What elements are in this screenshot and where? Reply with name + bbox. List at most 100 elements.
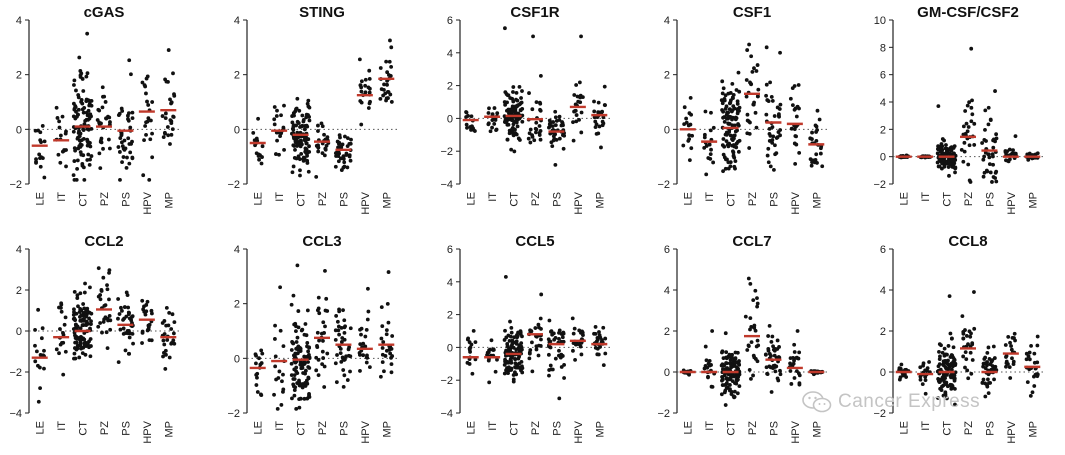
data-point: [720, 79, 725, 84]
data-point: [724, 386, 729, 391]
data-point: [711, 125, 716, 130]
data-point: [294, 329, 298, 334]
data-point: [126, 111, 131, 115]
data-point: [324, 143, 329, 148]
data-point: [576, 342, 581, 347]
data-point: [1010, 356, 1014, 361]
data-point: [492, 122, 497, 126]
data-point: [811, 158, 816, 163]
data-point: [745, 348, 750, 352]
data-point: [736, 367, 740, 371]
data-point: [921, 361, 926, 366]
data-point: [962, 149, 967, 154]
data-point: [384, 332, 389, 337]
data-point: [964, 357, 969, 362]
data-point: [363, 334, 368, 339]
data-point: [103, 100, 108, 104]
data-point: [334, 314, 339, 318]
data-point: [513, 107, 517, 112]
data-point: [130, 139, 134, 144]
data-point: [260, 351, 265, 356]
chart-title: CCL3: [302, 233, 341, 250]
data-point: [380, 324, 385, 329]
x-tick-label: PZ: [963, 421, 975, 435]
data-point: [291, 124, 296, 129]
data-point: [75, 166, 80, 171]
y-tick-label: 0: [234, 353, 240, 365]
data-point: [172, 341, 177, 346]
data-point: [791, 355, 795, 360]
data-point: [898, 366, 903, 371]
data-point: [792, 350, 797, 354]
data-point: [991, 344, 996, 349]
data-point: [145, 119, 150, 124]
data-point: [681, 143, 686, 148]
x-tick-label: LE: [683, 192, 695, 205]
data-point: [98, 138, 103, 143]
data-point: [120, 308, 124, 313]
data-point: [765, 372, 770, 377]
data-point: [314, 355, 319, 360]
data-point: [121, 331, 126, 336]
data-point: [320, 349, 325, 354]
data-point: [961, 331, 966, 336]
watermark: Cancer Express: [802, 390, 980, 414]
data-point: [128, 125, 133, 130]
data-point: [1024, 357, 1029, 362]
data-point: [74, 109, 78, 114]
data-point: [530, 134, 535, 139]
data-point: [385, 70, 390, 75]
data-point: [494, 127, 499, 132]
data-point: [519, 341, 524, 346]
data-point: [126, 305, 131, 310]
data-point: [319, 121, 324, 126]
data-point: [767, 352, 772, 356]
data-point: [963, 365, 967, 370]
data-point: [993, 176, 998, 180]
data-point: [126, 136, 131, 141]
data-point: [736, 377, 740, 382]
data-point: [516, 330, 520, 335]
data-point: [99, 121, 103, 126]
y-tick-label: 4: [664, 15, 670, 27]
x-tick-label: PS: [120, 421, 132, 436]
data-point: [530, 369, 535, 374]
data-point: [278, 328, 283, 333]
data-point: [732, 364, 737, 368]
data-point: [511, 133, 516, 138]
data-point: [317, 338, 321, 343]
data-point: [79, 138, 84, 143]
data-point: [1035, 343, 1040, 348]
data-point: [737, 384, 742, 389]
data-point: [1003, 150, 1008, 155]
data-point: [259, 348, 264, 353]
data-point: [988, 170, 993, 175]
data-point: [571, 138, 576, 143]
data-point: [593, 346, 598, 350]
chart-panel-ccl7: CCL7 −2 0 2 4 6 LE IT CT PZ PS HPV MP: [657, 233, 827, 444]
x-tick-label: LE: [253, 192, 265, 205]
y-tick-label: −4: [440, 408, 453, 420]
data-point: [983, 394, 988, 399]
data-point: [171, 114, 176, 119]
data-point: [537, 325, 541, 330]
data-point: [687, 158, 692, 163]
data-point: [792, 376, 797, 380]
data-point: [96, 266, 101, 271]
y-tick-label: 0: [664, 124, 670, 136]
data-point: [601, 363, 606, 368]
data-point: [171, 338, 176, 343]
data-point: [89, 98, 94, 103]
data-point: [64, 164, 68, 169]
data-point: [333, 151, 338, 155]
data-point: [790, 103, 795, 108]
data-point: [389, 45, 394, 50]
data-point: [577, 118, 581, 122]
data-point: [532, 138, 537, 143]
data-point: [601, 325, 606, 330]
data-point: [518, 138, 522, 142]
data-point: [766, 146, 771, 151]
data-point: [465, 337, 470, 342]
data-point: [36, 363, 40, 368]
data-point: [298, 125, 302, 129]
